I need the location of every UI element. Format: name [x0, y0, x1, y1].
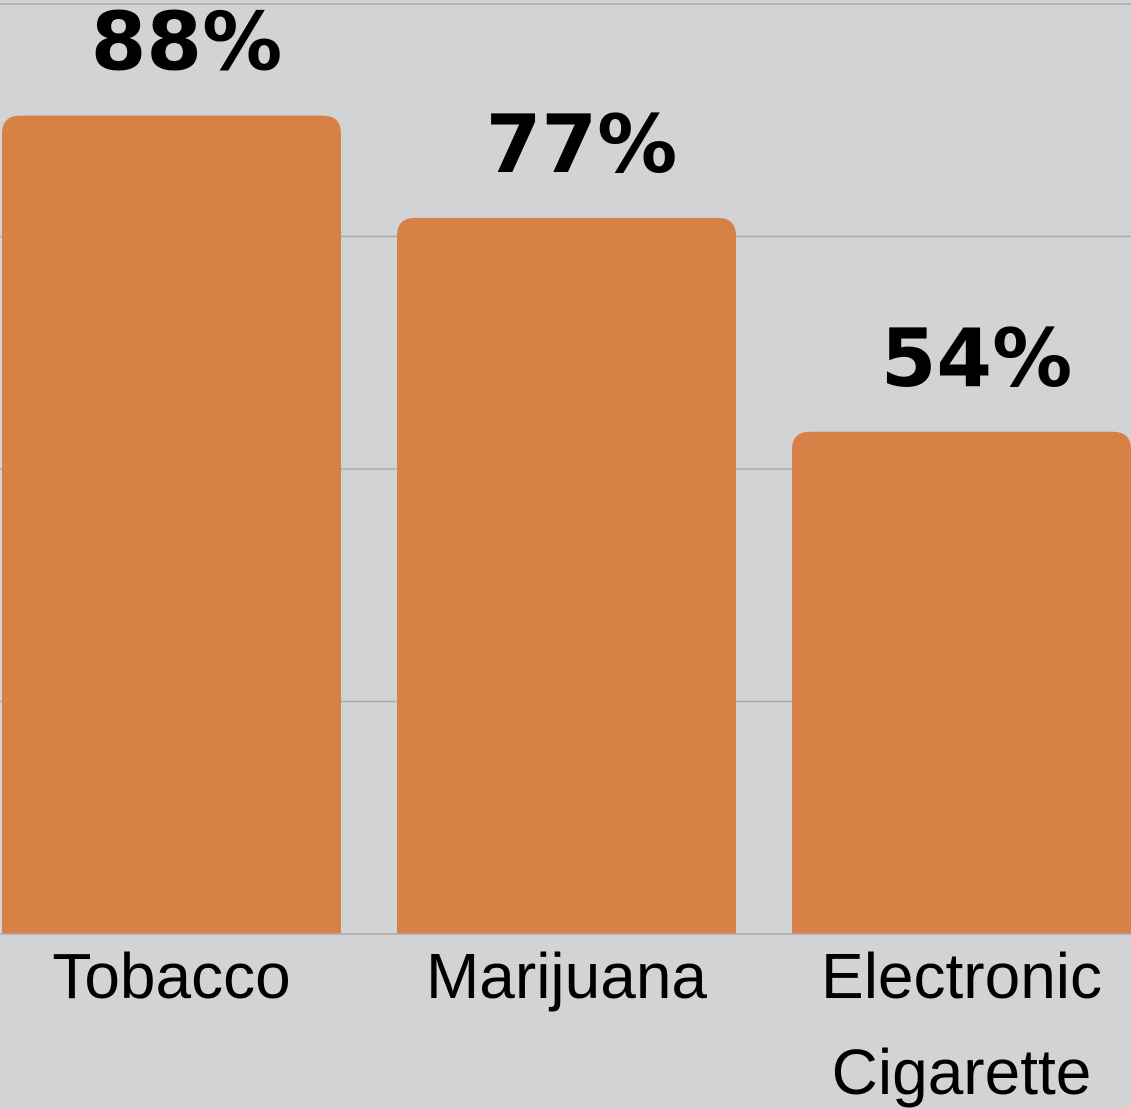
bar-0	[2, 115, 341, 935]
value-labels: 88% 77% 54%	[91, 0, 1072, 405]
category-label-0: Tobacco	[52, 940, 290, 1012]
category-labels: Tobacco Marijuana Electronic Cigarette	[52, 940, 1102, 1108]
bar-1	[397, 217, 736, 934]
bar-2	[792, 431, 1131, 934]
category-label-2: Electronic Cigarette	[821, 940, 1102, 1108]
value-label-2: 54%	[881, 312, 1072, 405]
category-label-1: Marijuana	[426, 940, 707, 1012]
value-label-0: 88%	[91, 0, 282, 89]
bars	[2, 115, 1131, 935]
value-label-1: 77%	[486, 98, 677, 191]
